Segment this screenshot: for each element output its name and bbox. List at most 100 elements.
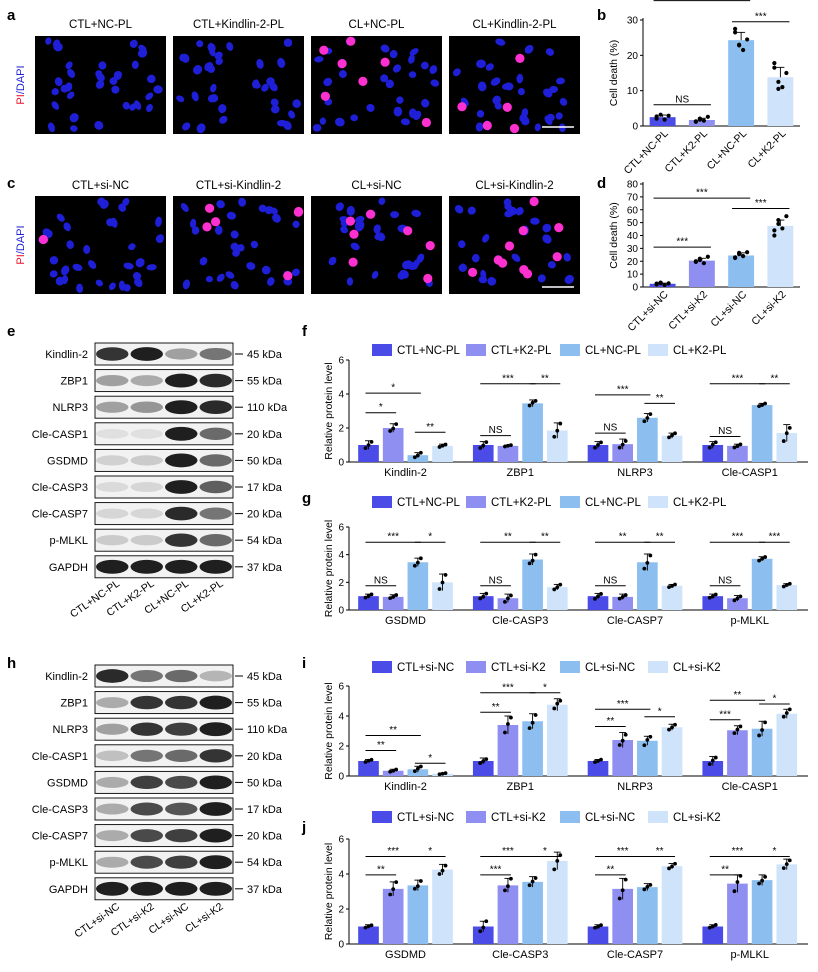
panel-letter-h: h [7,655,16,672]
y-axis-label: Relative protein level [323,520,335,617]
nucleus-dapi [51,88,59,96]
stain-sep: / [15,90,27,94]
x-tick-label: CTL+NC-PL [622,128,671,177]
nucleus-dapi [83,245,91,254]
bar [688,119,715,126]
blot-band [96,830,129,842]
bar [407,885,429,944]
nucleus-pi-positive [425,241,435,251]
bar [497,725,519,776]
legend-swatch [372,496,392,508]
nucleus-dapi [226,42,234,51]
blot-band [130,749,163,762]
data-point [757,404,761,409]
data-point [418,556,423,561]
nucleus-dapi [270,98,279,107]
nucleus-dapi [430,79,440,87]
size-unit: kDa [262,671,282,683]
nucleus-dapi [267,277,275,286]
nucleus-dapi [421,98,430,108]
size-value: 45 [247,671,259,683]
data-point [503,888,507,893]
nucleus-dapi [377,233,386,242]
data-point [506,722,510,726]
bar [776,864,798,944]
data-point [369,439,374,444]
western-blot-e: Kindlin-2 45 kDa ZBP1 55 kDa NLRP3 110 kDa Cle… [32,342,288,620]
significance-label: ** [771,373,779,384]
legend-swatch [648,661,668,673]
data-point [713,592,718,597]
data-point [437,772,442,777]
bar [587,445,609,462]
group-label: p-MLKL [730,949,769,961]
nucleus-dapi [476,59,486,69]
legend-swatch [648,496,668,508]
nucleus-dapi [155,235,164,243]
micrograph-title: CL+si-Kindlin-2 [475,180,553,192]
data-point [484,440,489,445]
legend-swatch [560,496,580,508]
nucleus-dapi [487,276,497,286]
nucleus-dapi [429,65,438,75]
data-point [558,698,563,703]
nucleus-dapi [95,279,104,287]
nucleus-dapi [319,117,327,125]
nucleus-dapi [292,99,302,108]
significance-label: * [428,753,432,764]
data-point [369,592,374,597]
blot-band [96,559,129,574]
significance-label: *** [732,373,744,384]
nucleus-dapi [61,265,70,276]
data-point [481,925,486,930]
stain-dapi: DAPI [15,225,27,251]
significance-label: *** [502,373,514,384]
data-point [784,70,789,76]
data-point [527,883,532,888]
nucleus-dapi [258,204,267,213]
nucleus-dapi [521,117,530,126]
data-point [648,553,653,558]
blot-band [96,508,129,519]
data-point [733,26,738,31]
nucleus-dapi [96,73,105,82]
nucleus-dapi [230,280,239,290]
data-point [760,878,764,883]
blot-band [96,856,129,868]
data-point [366,924,371,929]
nucleus-dapi [314,56,324,63]
micrograph-title: CL+si-NC [351,180,401,192]
nucleus-dapi [537,274,546,283]
data-point [701,261,706,266]
nucleus-dapi [277,57,286,68]
data-point [670,864,674,869]
x-tick-label: CTL+si-K2 [666,289,710,333]
nucleus-dapi [123,262,134,270]
data-point [673,582,677,587]
nucleus-dapi [129,103,137,111]
data-point [596,759,600,763]
size-value: 50 [247,455,259,467]
nucleus-dapi [545,48,555,56]
significance-label: *** [696,188,708,199]
nucleus-dapi [475,122,484,132]
blot-band [96,401,129,413]
data-point [620,594,625,599]
legend-label: CL+K2-PL [673,345,727,357]
data-point [735,444,740,449]
group-label: ZBP1 [507,781,535,793]
data-point [787,707,792,712]
nucleus-dapi [95,80,105,89]
significance-label: NS [675,94,689,105]
nucleus-pi-positive [552,252,562,262]
nucleus-dapi [378,197,386,205]
blot-box [94,824,234,848]
size-unit: kDa [262,562,282,574]
size-unit: kDa [262,349,282,361]
size-marker-label: 45 kDa [247,349,283,361]
data-point [388,596,393,601]
data-point [363,446,368,450]
panel-letter-f: f [302,323,308,340]
blot-box [94,475,234,499]
size-marker-label: 20 kDa [247,509,283,521]
